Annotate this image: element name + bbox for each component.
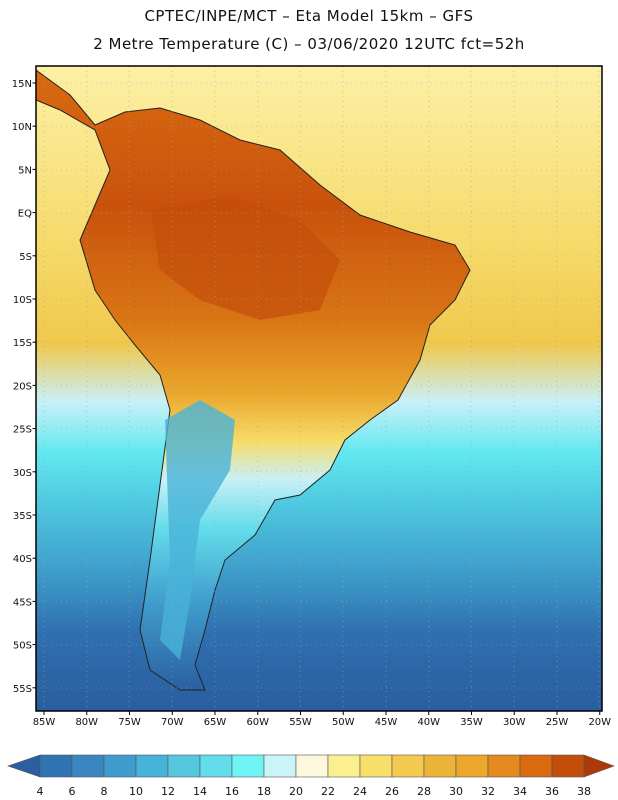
- lat-tick-label: 15N: [12, 79, 32, 90]
- colorbar-label: 36: [545, 785, 559, 798]
- lat-tick-label: 5S: [19, 252, 32, 263]
- lat-tick-label: 45S: [13, 597, 32, 608]
- colorbar-label: 24: [353, 785, 367, 798]
- colorbar-label: 10: [129, 785, 143, 798]
- lon-tick-label: 40W: [417, 717, 440, 728]
- chart-title-line2: 2 Metre Temperature (C) – 03/06/2020 12U…: [93, 35, 525, 53]
- lat-tick-label: 10S: [13, 295, 32, 306]
- lon-tick-label: 35W: [460, 717, 483, 728]
- colorbar-label: 32: [481, 785, 495, 798]
- lat-tick-label: 5N: [18, 165, 32, 176]
- colorbar-box: [455, 754, 489, 778]
- lon-tick-labels: 85W 80W 75W 70W 65W 60W 55W 50W 45W 40W 35W 30W 25W 2…: [33, 711, 611, 728]
- colorbar-box: [551, 754, 585, 778]
- colorbar-box: [391, 754, 425, 778]
- chart-title-line1: CPTEC/INPE/MCT – Eta Model 15km – GFS: [144, 7, 474, 25]
- colorbar-box: [295, 754, 329, 778]
- lat-tick-label: 15S: [13, 338, 32, 349]
- amazon-hot-core: [150, 195, 340, 320]
- colorbar-box: [231, 754, 265, 778]
- lat-tick-label: 25S: [13, 425, 32, 436]
- lon-tick-label: 45W: [375, 717, 398, 728]
- colorbar-box: [327, 754, 361, 778]
- colorbar-max-arrow: [583, 754, 615, 778]
- colorbar: 4 6 8 10 12 14 16 18 20 22 24 26 28 30 32 34 36 38: [7, 754, 615, 798]
- colorbar-label: 34: [513, 785, 527, 798]
- colorbar-label: 6: [69, 785, 76, 798]
- south-america-land: [36, 69, 471, 691]
- map-frame: [35, 65, 603, 712]
- colorbar-label: 22: [321, 785, 335, 798]
- colorbar-label: 30: [449, 785, 463, 798]
- lat-tick-label: 40S: [13, 554, 32, 565]
- lat-tick-label: 10N: [12, 122, 32, 133]
- colorbar-label: 4: [37, 785, 44, 798]
- lat-tick-label: EQ: [18, 209, 32, 220]
- lon-tick-label: 80W: [75, 717, 98, 728]
- colorbar-label: 38: [577, 785, 591, 798]
- colorbar-box: [167, 754, 201, 778]
- colorbar-label: 28: [417, 785, 431, 798]
- colorbar-box: [135, 754, 169, 778]
- lat-tick-label: 55S: [13, 684, 32, 695]
- lon-tick-label: 75W: [118, 717, 141, 728]
- colorbar-box: [263, 754, 297, 778]
- colorbar-label: 14: [193, 785, 207, 798]
- lon-tick-label: 60W: [246, 717, 269, 728]
- colorbar-box: [71, 754, 105, 778]
- colorbar-label: 8: [101, 785, 108, 798]
- lat-tick-label: 35S: [13, 511, 32, 522]
- lon-tick-label: 30W: [503, 717, 526, 728]
- colorbar-label: 20: [289, 785, 303, 798]
- lon-tick-label: 25W: [546, 717, 569, 728]
- lat-tick-label: 20S: [13, 381, 32, 392]
- lat-tick-label: 50S: [13, 641, 32, 652]
- colorbar-box: [39, 754, 73, 778]
- map-area: [36, 66, 602, 711]
- andes-highlands: [160, 400, 235, 660]
- lat-tick-labels: 15N 10N 5N EQ 5S 10S 15S 20S 25S 30S 35S 40S 45S 50S 5…: [12, 79, 36, 695]
- colorbar-box: [199, 754, 233, 778]
- lat-tick-label: 30S: [13, 468, 32, 479]
- colorbar-box: [359, 754, 393, 778]
- colorbar-box: [423, 754, 457, 778]
- lon-tick-label: 20W: [588, 717, 611, 728]
- lon-tick-label: 50W: [332, 717, 355, 728]
- colorbar-min-arrow: [7, 754, 41, 778]
- colorbar-box: [519, 754, 553, 778]
- colorbar-label: 18: [257, 785, 271, 798]
- colorbar-label: 26: [385, 785, 399, 798]
- colorbar-box: [103, 754, 137, 778]
- lon-tick-label: 65W: [204, 717, 227, 728]
- colorbar-label: 12: [161, 785, 175, 798]
- lon-tick-label: 70W: [161, 717, 184, 728]
- colorbar-box: [487, 754, 521, 778]
- lon-tick-label: 55W: [289, 717, 312, 728]
- lon-tick-label: 85W: [33, 717, 56, 728]
- colorbar-label: 16: [225, 785, 239, 798]
